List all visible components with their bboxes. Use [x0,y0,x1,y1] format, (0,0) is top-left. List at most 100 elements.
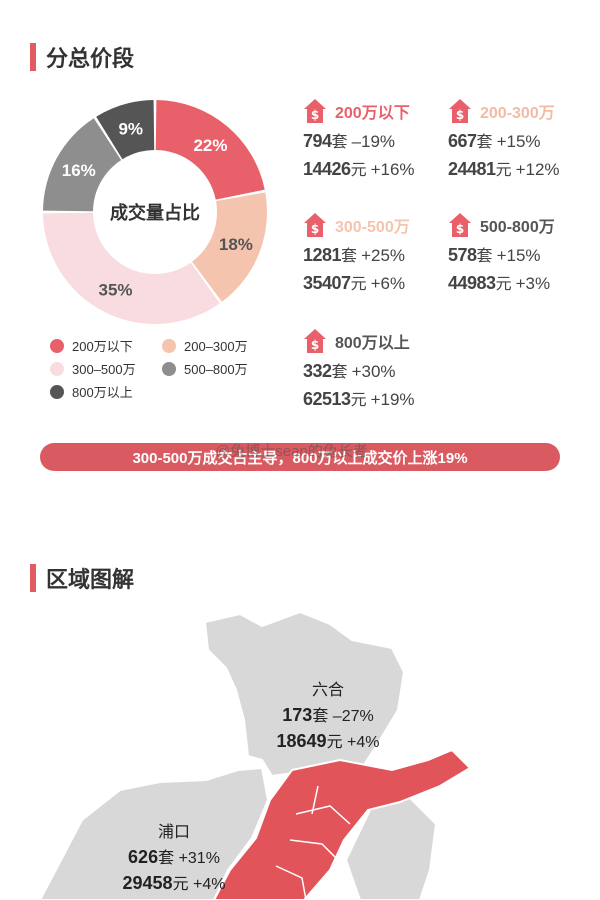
legend-item-4: 800万以上 [50,382,133,401]
stat-block-500-800: $ 500-800万 578套 +15% 44983元 +3% [448,212,598,294]
region-map [38,610,472,900]
region-label-pukou: 浦口 626套 +31% 29458元 +4% [104,818,244,894]
stat-price: 35407 [303,273,351,293]
region-count-line: 173套 –27% [258,702,398,726]
stat-label: 300-500万 [335,219,410,236]
stat-price-line: 24481元 +12% [448,156,598,180]
map-region-liuhe [203,610,406,778]
stat-count-unit: 套 [331,134,348,151]
legend-item-3: 500–800万 [162,359,248,378]
stat-count: 794 [303,131,332,151]
title-accent-bar [30,43,36,71]
house-dollar-icon: $ [304,99,326,123]
region-price-line: 29458元 +4% [104,870,244,894]
stat-count-unit: 套 [331,364,348,381]
donut-slice-3 [43,118,122,212]
section-title-price-segment: 分总价段 [30,42,134,72]
stat-count-change: +15% [496,132,541,151]
donut-slice-label-3: 16% [62,161,96,180]
region-count: 626 [128,847,159,867]
svg-text:$: $ [311,108,319,122]
stat-label: 500-800万 [480,219,555,236]
stat-count-change: –19% [351,132,396,151]
legend-item-0: 200万以下 [50,336,133,355]
house-dollar-icon: $ [449,99,471,123]
stat-block-800-above: $ 800万以上 332套 +30% 62513元 +19% [303,328,453,410]
legend-dot [162,361,176,376]
stat-count-line: 667套 +15% [448,128,598,152]
stat-label: 200万以下 [335,105,410,122]
region-count-change: +31% [178,850,220,867]
stat-price: 24481 [448,159,496,179]
map-region-pukou [38,766,270,900]
region-count-unit: 套 [158,850,175,867]
summary-banner: 300-500万成交占主导，800万以上成交价上涨19% [40,443,560,471]
stat-count-change: +25% [361,246,406,265]
region-price-line: 18649元 +4% [258,728,398,752]
stat-count: 667 [448,131,477,151]
title-accent-bar [30,564,36,592]
stat-count-unit: 套 [476,248,493,265]
stat-price-unit: 元 [350,392,367,409]
donut-chart: 22% 18% 35% 16% 9% 成交量占比 [43,100,267,324]
stat-label: 200-300万 [480,105,555,122]
stat-head: $ 500-800万 [448,212,598,238]
stat-count: 332 [303,361,332,381]
region-price-unit: 元 [326,734,343,751]
stat-price-change: +3% [515,274,551,293]
stat-price-line: 14426元 +16% [303,156,453,180]
stat-price: 14426 [303,159,351,179]
stat-count-change: +15% [496,246,541,265]
legend-dot [50,384,64,399]
legend-label: 200万以下 [72,339,133,354]
stat-count-line: 794套 –19% [303,128,453,152]
stat-count-line: 1281套 +25% [303,242,453,266]
house-dollar-icon: $ [304,329,326,353]
stat-head: $ 200万以下 [303,98,453,124]
stat-count-change: +30% [351,362,396,381]
donut-slice-1 [192,192,267,302]
legend-label: 500–800万 [184,362,248,377]
region-price-change: +4% [193,876,226,893]
stat-price-line: 35407元 +6% [303,270,453,294]
svg-text:$: $ [456,222,464,236]
svg-text:$: $ [311,222,319,236]
svg-text:$: $ [456,108,464,122]
stat-block-200-300: $ 200-300万 667套 +15% 24481元 +12% [448,98,598,180]
region-label-liuhe: 六合 173套 –27% 18649元 +4% [258,676,398,752]
map-region-east [344,796,438,900]
region-price: 29458 [122,873,173,893]
stat-price-change: +6% [370,274,406,293]
stat-price-change: +12% [515,160,560,179]
stat-head: $ 300-500万 [303,212,453,238]
stat-price-unit: 元 [495,162,512,179]
stat-price-unit: 元 [350,162,367,179]
stat-price-line: 62513元 +19% [303,386,453,410]
legend-label: 800万以上 [72,385,133,400]
house-dollar-icon: $ [304,213,326,237]
stat-price-change: +19% [370,390,415,409]
region-name: 浦口 [157,824,190,841]
stat-count-unit: 套 [476,134,493,151]
summary-banner-text: 300-500万成交占主导，800万以上成交价上涨19% [132,449,468,467]
svg-text:$: $ [311,338,319,352]
region-count-change: –27% [332,708,374,725]
stat-price-unit: 元 [350,276,367,293]
map-region-highlight [212,748,472,900]
region-price-unit: 元 [172,876,189,893]
stat-head: $ 200-300万 [448,98,598,124]
stat-head: $ 800万以上 [303,328,453,354]
donut-slice-label-1: 18% [219,235,253,254]
stat-count-unit: 套 [341,248,358,265]
stat-price-unit: 元 [495,276,512,293]
region-name: 六合 [311,682,344,699]
map-district-line [275,785,351,900]
legend-dot [162,338,176,353]
legend-item-2: 300–500万 [50,359,136,378]
stat-price: 44983 [448,273,496,293]
donut-slice-2 [43,212,220,324]
donut-slice-label-2: 35% [98,281,132,300]
donut-center-label: 成交量占比 [110,202,200,223]
donut-slice-label-4: 9% [118,119,143,138]
stat-count-line: 332套 +30% [303,358,453,382]
